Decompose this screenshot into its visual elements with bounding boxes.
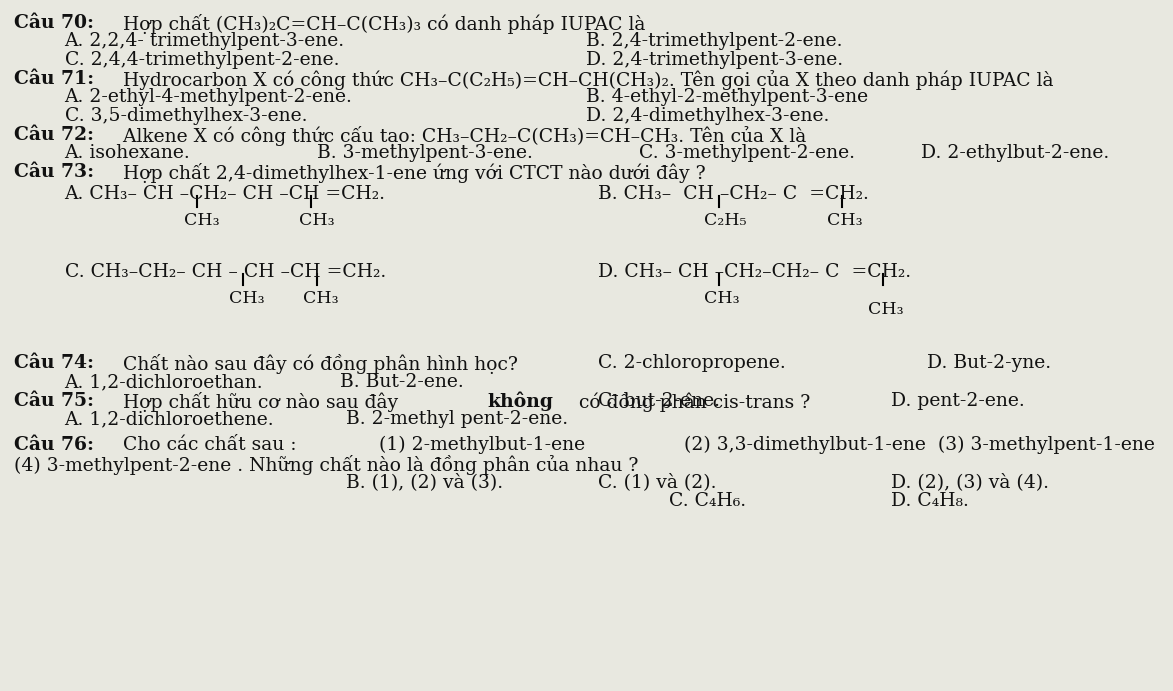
Text: Cho các chất sau :: Cho các chất sau : [117,436,297,454]
Text: C. 2,4,4-trimethylpent-2-ene.: C. 2,4,4-trimethylpent-2-ene. [65,51,339,69]
Text: C. 3-methylpent-2-ene.: C. 3-methylpent-2-ene. [639,144,855,162]
Text: Alkene X có công thức cấu tạo: CH₃–CH₂–C(CH₃)=CH–CH₃. Tên của X là: Alkene X có công thức cấu tạo: CH₃–CH₂–C… [117,126,807,146]
Text: B. (1), (2) và (3).: B. (1), (2) và (3). [346,473,503,491]
Text: Hydrocarbon X có công thức CH₃–C(C₂H₅)=CH–CH(CH₃)₂. Tên gọi của X theo danh pháp: Hydrocarbon X có công thức CH₃–C(C₂H₅)=C… [117,70,1055,90]
Text: CH₃: CH₃ [868,301,903,318]
Text: A. 1,2-dichloroethan.: A. 1,2-dichloroethan. [65,373,263,391]
Text: CH₃: CH₃ [229,290,264,307]
Text: D. 2-ethylbut-2-ene.: D. 2-ethylbut-2-ene. [921,144,1108,162]
Text: B. 3-methylpent-3-ene.: B. 3-methylpent-3-ene. [317,144,533,162]
Text: Câu 70:: Câu 70: [14,14,94,32]
Text: Câu 72:: Câu 72: [14,126,94,144]
Text: A. 2-ethyl-4-methylpent-2-ene.: A. 2-ethyl-4-methylpent-2-ene. [65,88,352,106]
Text: Hợp chất hữu cơ nào sau đây: Hợp chất hữu cơ nào sau đây [117,392,405,412]
Text: A. 1,2-dichloroethene.: A. 1,2-dichloroethene. [65,410,274,428]
Text: D. pent-2-ene.: D. pent-2-ene. [891,392,1025,410]
Text: D. 2,4-dimethylhex-3-ene.: D. 2,4-dimethylhex-3-ene. [586,107,829,125]
Text: B. 2,4-trimethylpent-2-ene.: B. 2,4-trimethylpent-2-ene. [586,32,843,50]
Text: C. 2-chloropropene.: C. 2-chloropropene. [598,354,786,372]
Text: D. (2), (3) và (4).: D. (2), (3) và (4). [891,473,1050,491]
Text: A. 2,2,4- trimethylpent-3-ene.: A. 2,2,4- trimethylpent-3-ene. [65,32,345,50]
Text: C. CH₃–CH₂– CH – CH –CH =CH₂.: C. CH₃–CH₂– CH – CH –CH =CH₂. [65,263,386,281]
Text: B. CH₃–  CH –CH₂– C  =CH₂.: B. CH₃– CH –CH₂– C =CH₂. [598,185,869,203]
Text: C. but-2-ene.: C. but-2-ene. [598,392,720,410]
Text: D. But-2-yne.: D. But-2-yne. [927,354,1051,372]
Text: CH₃: CH₃ [184,212,219,229]
Text: D. 2,4-trimethylpent-3-ene.: D. 2,4-trimethylpent-3-ene. [586,51,843,69]
Text: Câu 73:: Câu 73: [14,163,94,181]
Text: Câu 75:: Câu 75: [14,392,94,410]
Text: B. 4-ethyl-2-methylpent-3-ene: B. 4-ethyl-2-methylpent-3-ene [586,88,869,106]
Text: A. isohexane.: A. isohexane. [65,144,190,162]
Text: C. 3,5-dimethylhex-3-ene.: C. 3,5-dimethylhex-3-ene. [65,107,307,125]
Text: Hợp chất 2,4-dimethylhex-1-ene ứng với CTCT nào dưới đây ?: Hợp chất 2,4-dimethylhex-1-ene ứng với C… [117,163,706,183]
Text: Câu 74:: Câu 74: [14,354,94,372]
Text: C. C₄H₆.: C. C₄H₆. [669,492,746,510]
Text: CH₃: CH₃ [827,212,862,229]
Text: A. CH₃– CH –CH₂– CH –CH =CH₂.: A. CH₃– CH –CH₂– CH –CH =CH₂. [65,185,386,203]
Text: B. 2-methyl pent-2-ene.: B. 2-methyl pent-2-ene. [346,410,568,428]
Text: Câu 76:: Câu 76: [14,436,94,454]
Text: D. C₄H₈.: D. C₄H₈. [891,492,969,510]
Text: không: không [488,392,554,411]
Text: Chất nào sau đây có đồng phân hình học?: Chất nào sau đây có đồng phân hình học? [117,354,518,374]
Text: CH₃: CH₃ [299,212,334,229]
Text: Hợp chất (CH₃)₂C=CH–C(CH₃)₃ có danh pháp IUPAC là: Hợp chất (CH₃)₂C=CH–C(CH₃)₃ có danh pháp… [117,14,645,34]
Text: (1) 2-methylbut-1-ene: (1) 2-methylbut-1-ene [348,436,585,454]
Text: CH₃: CH₃ [704,290,739,307]
Text: C₂H₅: C₂H₅ [704,212,746,229]
Text: B. But-2-ene.: B. But-2-ene. [340,373,463,391]
Text: CH₃: CH₃ [303,290,338,307]
Text: (2) 3,3-dimethylbut-1-ene  (3) 3-methylpent-1-ene: (2) 3,3-dimethylbut-1-ene (3) 3-methylpe… [653,436,1154,454]
Text: (4) 3-methylpent-2-ene . Những chất nào là đồng phân của nhau ?: (4) 3-methylpent-2-ene . Những chất nào … [14,455,638,475]
Text: có đồng phân cis-trans ?: có đồng phân cis-trans ? [572,392,811,412]
Text: D. CH₃– CH –CH₂–CH₂– C  =CH₂.: D. CH₃– CH –CH₂–CH₂– C =CH₂. [598,263,911,281]
Text: C. (1) và (2).: C. (1) và (2). [598,473,717,491]
Text: Câu 71:: Câu 71: [14,70,94,88]
